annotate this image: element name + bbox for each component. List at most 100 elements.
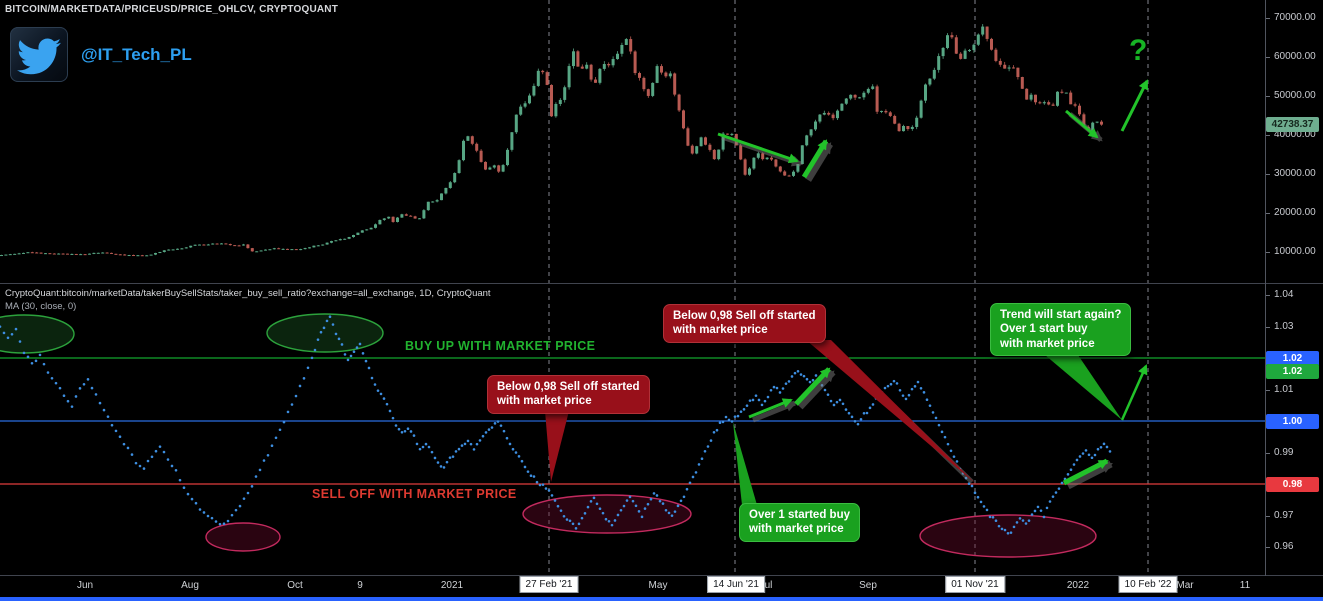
- ma-dot: [1084, 449, 1088, 452]
- ma-dot: [379, 392, 383, 396]
- ma-dot: [370, 376, 374, 380]
- ma-dot: [166, 458, 170, 461]
- bullish-highlight-ellipse[interactable]: [266, 313, 384, 353]
- candle: [338, 239, 342, 241]
- sell-off-level-label[interactable]: SELL OFF WITH MARKET PRICE: [312, 487, 517, 501]
- trend-arrow[interactable]: [748, 398, 793, 419]
- ma-dot: [310, 356, 314, 360]
- ma-dot: [937, 423, 941, 427]
- candle: [462, 140, 465, 161]
- ma-dot: [1006, 531, 1010, 535]
- ma-dot: [733, 415, 737, 418]
- candle: [198, 244, 201, 246]
- ma-dot: [242, 497, 246, 500]
- trend-arrow[interactable]: [1120, 79, 1149, 132]
- candle: [1078, 105, 1081, 115]
- trend-arrow[interactable]: [1120, 364, 1148, 421]
- trend-arrow[interactable]: [717, 132, 799, 164]
- candle: [558, 99, 562, 104]
- buy-up-level-label[interactable]: BUY UP WITH MARKET PRICE: [405, 339, 596, 353]
- ma-dot: [340, 343, 344, 346]
- candle: [444, 187, 448, 194]
- callout-tail: [806, 340, 976, 484]
- ma-dot: [1108, 450, 1112, 453]
- candle: [963, 50, 967, 59]
- ma-dot: [306, 366, 310, 370]
- ma-dot: [805, 377, 809, 381]
- bearish-highlight-ellipse[interactable]: [522, 494, 692, 534]
- axis-tick-label: 30000.00: [1266, 168, 1316, 179]
- bearish-highlight-ellipse[interactable]: [205, 522, 281, 552]
- ma-dot: [1099, 445, 1103, 449]
- ma-dot: [302, 377, 306, 380]
- ma-dot: [667, 511, 671, 515]
- axis-tick-label: 1.04: [1265, 289, 1294, 300]
- candle: [765, 157, 769, 160]
- ma-dot: [598, 507, 602, 511]
- sell-callout-nov21[interactable]: Below 0,98 Sell off started with market p…: [663, 304, 826, 343]
- candle: [123, 254, 127, 256]
- price-scale[interactable]: 70000.00 60000.00 50000.00 40000.00 30000.00…: [1265, 0, 1323, 576]
- ma-dot: [397, 427, 401, 431]
- time-scale[interactable]: Jun Aug Oct 9 2021 May Jul Sep 2022 Mar 11 27 Feb '…: [0, 576, 1323, 597]
- ma-dot: [158, 445, 162, 448]
- ma-dot: [739, 410, 743, 413]
- sell-callout-feb21[interactable]: Below 0,98 Sell off started with market p…: [487, 375, 650, 414]
- trend-arrow[interactable]: [794, 367, 831, 406]
- trend-arrow[interactable]: [1065, 109, 1099, 139]
- ma-dot: [703, 449, 707, 453]
- ma-dot: [361, 352, 365, 355]
- candle: [990, 38, 993, 50]
- ma-dot: [270, 444, 274, 448]
- ma-dot: [853, 419, 857, 423]
- candle: [822, 112, 826, 115]
- trend-arrow[interactable]: [1062, 458, 1109, 486]
- ma-dot: [206, 514, 210, 518]
- candle: [343, 238, 347, 240]
- highlight-ellipses[interactable]: [0, 313, 1097, 558]
- candle: [268, 249, 272, 251]
- candle: [545, 72, 549, 85]
- pane-borders: [0, 0, 1323, 576]
- ma-dot: [799, 373, 803, 376]
- buy-callout-feb22[interactable]: Trend will start again? Over 1 start buy w…: [990, 303, 1132, 357]
- candle: [611, 59, 615, 66]
- ma-dot: [721, 420, 725, 424]
- candle: [862, 92, 866, 98]
- axis-tick-label: 70000.00: [1266, 12, 1316, 23]
- ma-dot: [448, 456, 452, 459]
- ma-dot: [469, 442, 473, 446]
- ma-dot: [610, 523, 614, 527]
- buy-callout-jun21[interactable]: Over 1 started buy with market price: [739, 503, 860, 542]
- question-mark-annotation[interactable]: ?: [1129, 34, 1148, 67]
- candle: [242, 244, 245, 246]
- ma-dot: [922, 391, 926, 394]
- ma-dot: [556, 504, 560, 508]
- ma-dot: [442, 466, 446, 469]
- candle: [704, 137, 707, 145]
- time-label: 2022: [1066, 580, 1090, 591]
- candle: [422, 210, 426, 219]
- trend-arrow[interactable]: [801, 139, 829, 179]
- axis-tick-label: 40000.00: [1266, 129, 1316, 140]
- ma-dot: [994, 519, 998, 523]
- symbol-title: BITCOIN/MARKETDATA/PRICEUSD/PRICE_OHLCV,…: [5, 4, 339, 15]
- candle: [840, 103, 844, 111]
- ma-dot: [142, 467, 146, 470]
- time-label: Aug: [181, 580, 199, 591]
- ma-dot: [1036, 505, 1040, 509]
- candle: [484, 161, 487, 170]
- candle: [404, 214, 408, 216]
- ma-dot: [194, 501, 198, 505]
- trend-arrows[interactable]: [717, 79, 1149, 490]
- ma-dot: [709, 439, 713, 442]
- ma-dot: [811, 378, 815, 382]
- candle: [1034, 94, 1037, 103]
- candle: [4, 254, 8, 256]
- time-label: Jun: [76, 580, 94, 591]
- bearish-highlight-ellipse[interactable]: [919, 514, 1097, 558]
- ma-dot: [484, 431, 488, 434]
- ma-dot: [427, 445, 431, 449]
- ma-dot: [661, 502, 665, 505]
